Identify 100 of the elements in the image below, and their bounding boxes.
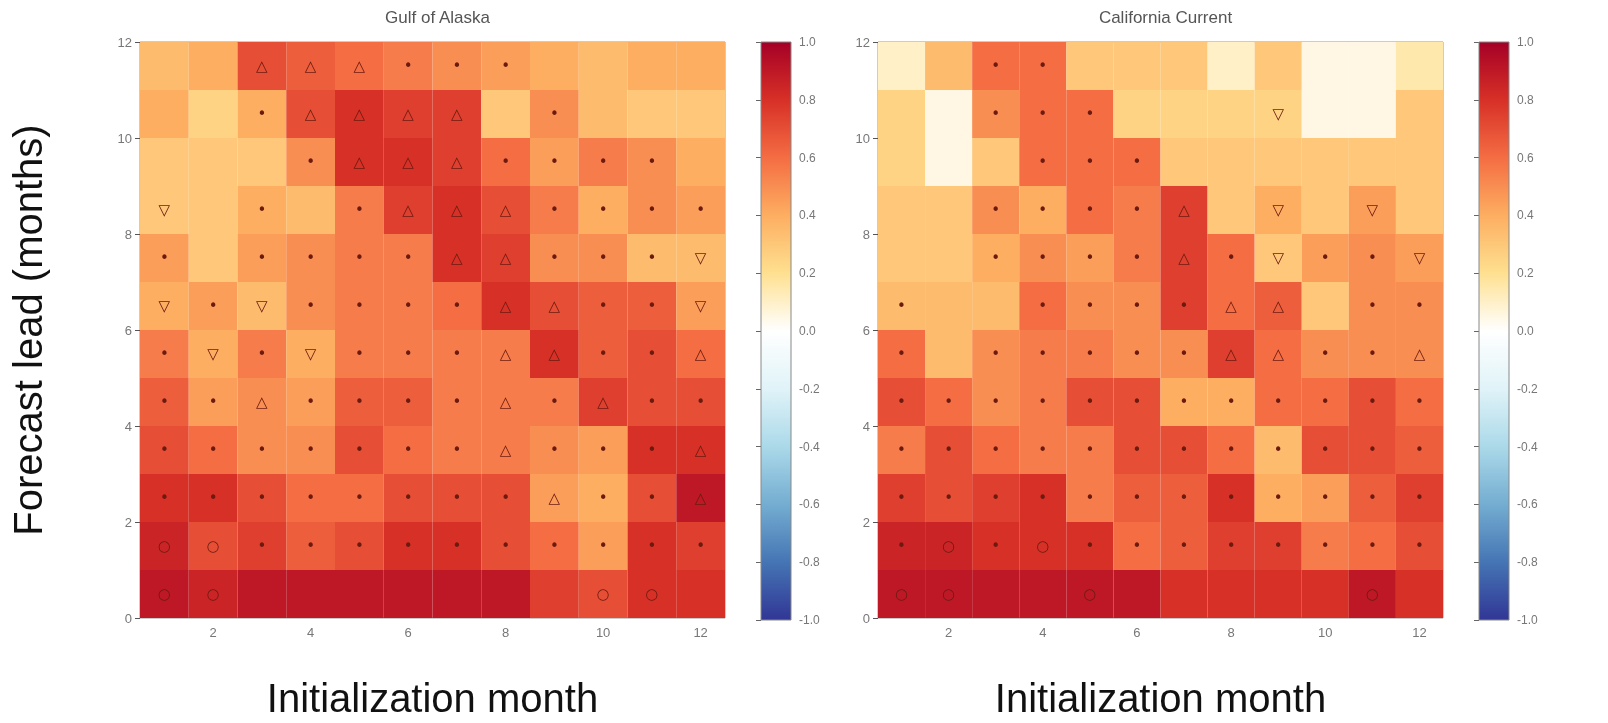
data-label: •: [1132, 489, 1142, 507]
x-tick-label: 6: [1133, 625, 1141, 640]
chart-title: California Current: [1098, 8, 1233, 27]
data-label: •: [1415, 393, 1424, 411]
data-label: •: [1179, 345, 1189, 363]
data-label: •: [549, 249, 559, 267]
data-label: •: [403, 393, 413, 411]
data-label: •: [354, 345, 364, 363]
data-label: •: [354, 489, 364, 507]
data-label: •: [1273, 441, 1283, 459]
data-label: •: [1320, 441, 1330, 459]
data-label: △: [499, 441, 512, 459]
data-label: •: [257, 537, 267, 555]
data-label: •: [598, 441, 608, 459]
data-label: •: [598, 537, 608, 555]
data-label: •: [1226, 249, 1236, 267]
data-label: △: [499, 249, 512, 267]
color-bar-label: 1.0: [799, 35, 817, 49]
data-label: •: [1320, 489, 1330, 507]
data-label: •: [549, 105, 559, 123]
data-label: •: [1085, 441, 1095, 459]
data-label: ▽: [694, 297, 707, 315]
data-label: △: [548, 297, 561, 315]
data-label: △: [499, 393, 512, 411]
data-label: ○: [894, 585, 909, 603]
data-label: △: [1225, 345, 1238, 363]
data-label: •: [208, 441, 218, 459]
data-label: •: [354, 249, 364, 267]
data-label: •: [1179, 297, 1189, 315]
data-label: •: [403, 57, 413, 75]
data-label: △: [1178, 201, 1191, 219]
data-label: •: [354, 537, 364, 555]
data-label: △: [1413, 345, 1426, 363]
data-label: •: [1226, 441, 1236, 459]
data-label: •: [257, 489, 267, 507]
data-label: •: [501, 489, 511, 507]
data-label: △: [256, 57, 269, 75]
data-label: •: [647, 153, 657, 171]
data-label: •: [647, 201, 657, 219]
data-label: •: [1038, 249, 1048, 267]
data-label: △: [304, 105, 317, 123]
x-tick-label: 2: [945, 625, 953, 640]
data-label: ○: [206, 537, 220, 555]
data-label: ○: [157, 585, 171, 603]
data-label: •: [1132, 393, 1142, 411]
data-label: •: [991, 105, 1001, 123]
data-label: •: [1179, 537, 1189, 555]
color-bar-label: -0.4: [1517, 439, 1538, 454]
data-label: ○: [206, 585, 220, 603]
data-label: •: [1367, 393, 1377, 411]
data-label: •: [452, 57, 462, 75]
data-label: •: [1132, 537, 1142, 555]
data-label: △: [1272, 345, 1285, 363]
data-label: •: [1273, 489, 1283, 507]
data-label: ○: [942, 585, 956, 603]
data-label: •: [549, 537, 559, 555]
data-label: •: [452, 537, 462, 555]
data-label: •: [257, 105, 267, 123]
x-axis-title: Initialization month: [994, 676, 1327, 720]
data-label: •: [1038, 345, 1048, 363]
color-bar-label: -0.6: [799, 497, 820, 512]
data-label: •: [306, 441, 316, 459]
data-label: •: [501, 153, 511, 171]
x-tick-label: 12: [693, 625, 708, 640]
data-label: ▽: [1413, 249, 1426, 267]
data-label: •: [1367, 297, 1377, 315]
data-label: •: [1367, 345, 1377, 363]
data-label: △: [694, 489, 707, 507]
data-label: •: [452, 489, 462, 507]
data-label: •: [1415, 441, 1424, 459]
data-label: •: [944, 489, 954, 507]
data-label: •: [403, 441, 413, 459]
data-label: •: [403, 249, 413, 267]
data-label: •: [452, 441, 462, 459]
data-label: △: [402, 201, 415, 219]
data-label: •: [1132, 441, 1142, 459]
data-label: •: [1038, 489, 1048, 507]
data-label: •: [501, 537, 511, 555]
data-label: •: [1132, 249, 1142, 267]
data-label: •: [1320, 537, 1330, 555]
data-label: •: [306, 153, 316, 171]
data-label: •: [354, 201, 364, 219]
data-label: •: [1085, 393, 1095, 411]
x-tick-label: 6: [404, 625, 412, 640]
data-label: ▽: [1366, 201, 1379, 219]
y-tick-label: 2: [124, 514, 132, 530]
color-bar-label: 0.2: [1517, 266, 1535, 281]
x-tick-label: 4: [307, 625, 315, 640]
data-label: •: [696, 537, 706, 555]
data-label: ○: [157, 537, 171, 555]
data-label: •: [647, 393, 657, 411]
data-label: ○: [645, 585, 659, 603]
data-label: •: [897, 345, 906, 363]
data-label: △: [597, 393, 610, 411]
data-label: △: [499, 345, 512, 363]
data-label: •: [354, 297, 364, 315]
data-label: ○: [942, 537, 956, 555]
data-label: •: [159, 489, 169, 507]
data-label: •: [1132, 201, 1142, 219]
data-label: △: [1272, 297, 1285, 315]
